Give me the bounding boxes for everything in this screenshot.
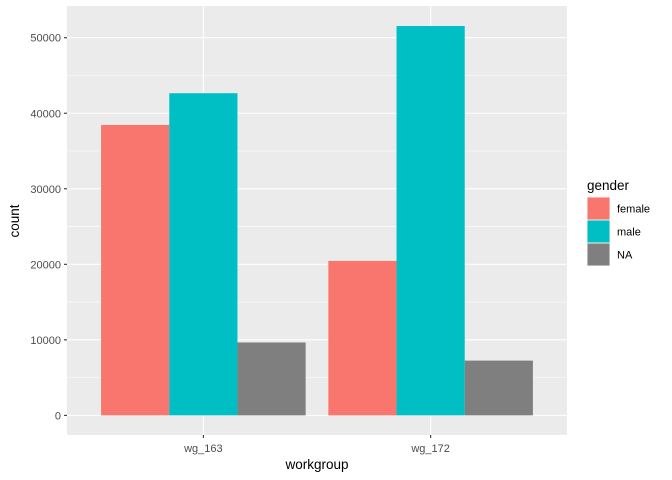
x-axis-title: workgroup: [284, 457, 348, 472]
y-axis: 0 10000 20000 30000 40000 50000: [30, 33, 67, 422]
x-tick-label: wg_163: [183, 443, 223, 455]
bar-male-wg_163: [169, 93, 238, 416]
legend-label-na: NA: [617, 250, 633, 262]
legend-title: gender: [587, 178, 630, 193]
legend-label-female: female: [617, 204, 650, 216]
y-tick-label: 0: [55, 410, 61, 422]
legend-swatch-na: [587, 243, 610, 266]
bar-female-wg_172: [328, 260, 397, 416]
y-tick-label: 10000: [30, 335, 61, 347]
legend-label-male: male: [617, 227, 641, 239]
y-tick-label: 20000: [30, 259, 61, 271]
x-axis: wg_163 wg_172: [183, 435, 450, 455]
bar-male-wg_172: [396, 26, 465, 416]
y-tick-label: 50000: [30, 33, 61, 45]
bar-na-wg_163: [237, 342, 306, 416]
y-axis-title: count: [7, 204, 22, 237]
legend-swatch-female: [587, 197, 610, 220]
legend: gender female male NA: [587, 178, 650, 266]
bars: [101, 26, 533, 416]
y-tick-label: 40000: [30, 108, 61, 120]
y-tick-label: 30000: [30, 184, 61, 196]
bar-na-wg_172: [464, 360, 533, 416]
bar-female-wg_163: [101, 124, 170, 416]
legend-swatch-male: [587, 220, 610, 243]
x-tick-label: wg_172: [410, 443, 450, 455]
